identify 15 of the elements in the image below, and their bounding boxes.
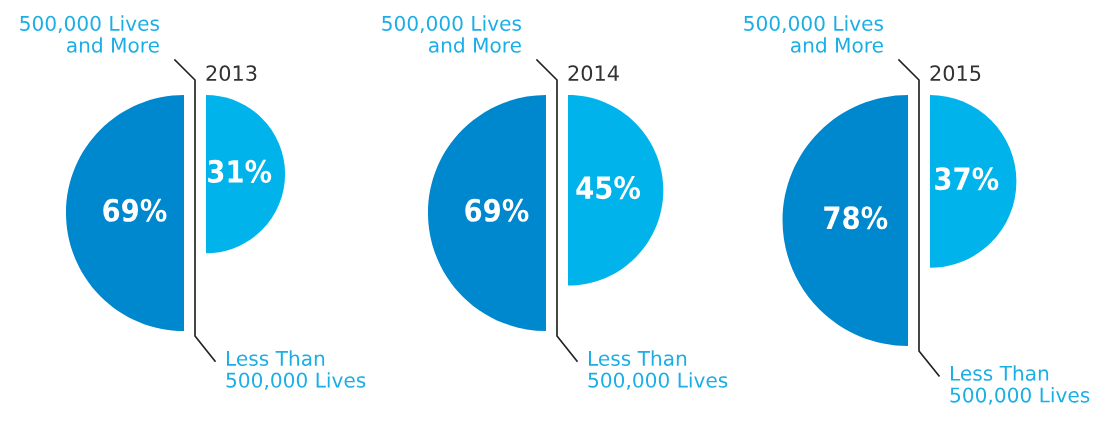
category-label: 2014 (568, 65, 619, 82)
data-label: 69% (103, 198, 167, 222)
data-label: 31% (208, 159, 272, 183)
text: Less Than 500,000 Lives (588, 350, 728, 390)
category-label: 2015 (930, 65, 981, 82)
text: 500,000 Lives and More (744, 15, 884, 53)
text: 500,000 Lives and More (20, 15, 160, 53)
data-label: 69% (465, 198, 529, 222)
text: Less Than 500,000 Lives (226, 350, 366, 390)
text: Less Than 500,000 Lives (950, 365, 1090, 405)
category-label: 2013 (206, 65, 257, 82)
data-label: 78% (824, 206, 888, 230)
data-label: 45% (576, 176, 641, 200)
data-label: 37% (935, 167, 999, 191)
text: 500,000 Lives and More (382, 15, 522, 53)
